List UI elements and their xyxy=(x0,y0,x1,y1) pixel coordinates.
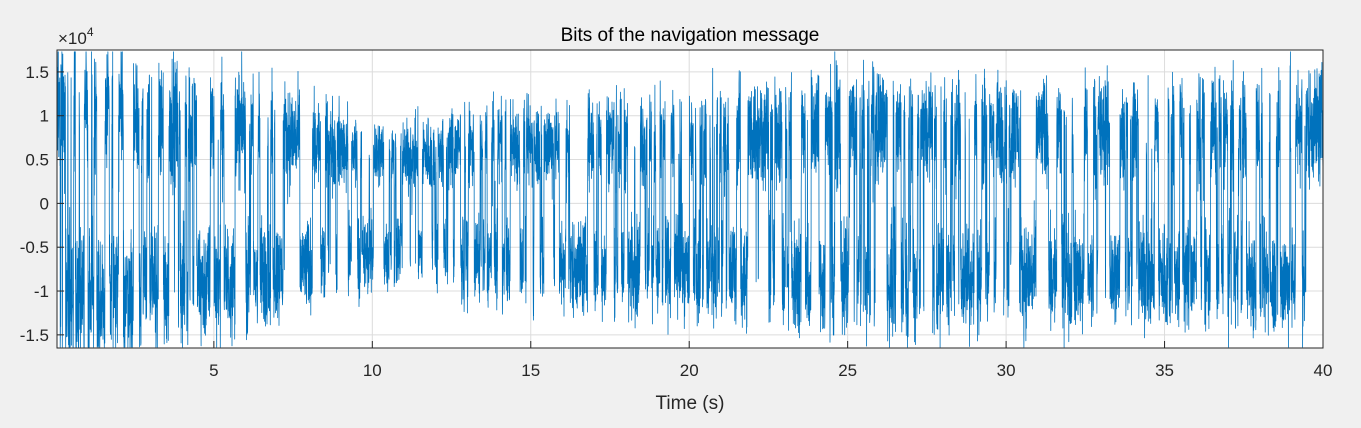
y-tick-label: 0 xyxy=(40,194,49,213)
x-tick-label: 10 xyxy=(363,361,382,380)
y-exponent-power: 4 xyxy=(87,25,94,39)
x-tick-label: 5 xyxy=(209,361,218,380)
y-tick-label: -1.5 xyxy=(20,326,49,345)
y-exponent-base: ×10 xyxy=(58,29,87,48)
y-tick-label: 1 xyxy=(40,107,49,126)
y-tick-label: 0.5 xyxy=(25,151,49,170)
x-tick-label: 40 xyxy=(1314,361,1333,380)
y-tick-label: -1 xyxy=(34,282,49,301)
chart-title: Bits of the navigation message xyxy=(561,25,820,46)
x-tick-label: 30 xyxy=(997,361,1016,380)
x-tick-label: 20 xyxy=(680,361,699,380)
x-tick-label: 35 xyxy=(1155,361,1174,380)
x-tick-label: 25 xyxy=(838,361,857,380)
signal-series-line xyxy=(57,51,1323,348)
y-tick-label: -0.5 xyxy=(20,238,49,257)
y-exponent-label: ×104 xyxy=(58,25,94,48)
x-axis-ticks: 5 10 15 20 25 30 35 40 xyxy=(209,341,1332,380)
axes-box xyxy=(56,49,1324,349)
x-tick-label: 15 xyxy=(521,361,540,380)
x-axis-label: Time (s) xyxy=(656,393,725,414)
y-axis-ticks: -1.5 -1 -0.5 0 0.5 1 1.5 xyxy=(20,63,64,345)
y-tick-label: 1.5 xyxy=(25,63,49,82)
